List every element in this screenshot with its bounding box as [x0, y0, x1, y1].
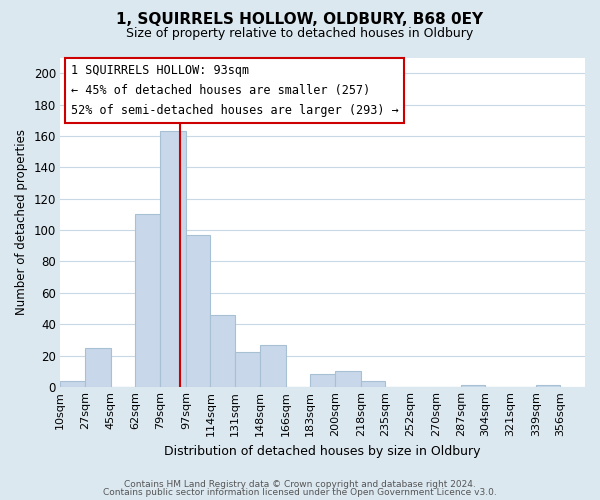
Bar [361, 380, 385, 387]
Bar [186, 234, 211, 387]
Bar [160, 131, 186, 387]
Y-axis label: Number of detached properties: Number of detached properties [15, 129, 28, 315]
Text: Contains HM Land Registry data © Crown copyright and database right 2024.: Contains HM Land Registry data © Crown c… [124, 480, 476, 489]
Bar [536, 386, 560, 387]
Bar [461, 386, 485, 387]
Bar [310, 374, 335, 387]
Bar [135, 214, 160, 387]
Text: 1 SQUIRRELS HOLLOW: 93sqm
← 45% of detached houses are smaller (257)
52% of semi: 1 SQUIRRELS HOLLOW: 93sqm ← 45% of detac… [71, 64, 398, 117]
Bar [235, 352, 260, 387]
Bar [335, 371, 361, 387]
Bar [211, 314, 235, 387]
X-axis label: Distribution of detached houses by size in Oldbury: Distribution of detached houses by size … [164, 444, 481, 458]
Text: 1, SQUIRRELS HOLLOW, OLDBURY, B68 0EY: 1, SQUIRRELS HOLLOW, OLDBURY, B68 0EY [116, 12, 484, 28]
Text: Contains public sector information licensed under the Open Government Licence v3: Contains public sector information licen… [103, 488, 497, 497]
Bar [85, 348, 111, 387]
Bar [260, 344, 286, 387]
Bar [60, 380, 85, 387]
Text: Size of property relative to detached houses in Oldbury: Size of property relative to detached ho… [127, 28, 473, 40]
